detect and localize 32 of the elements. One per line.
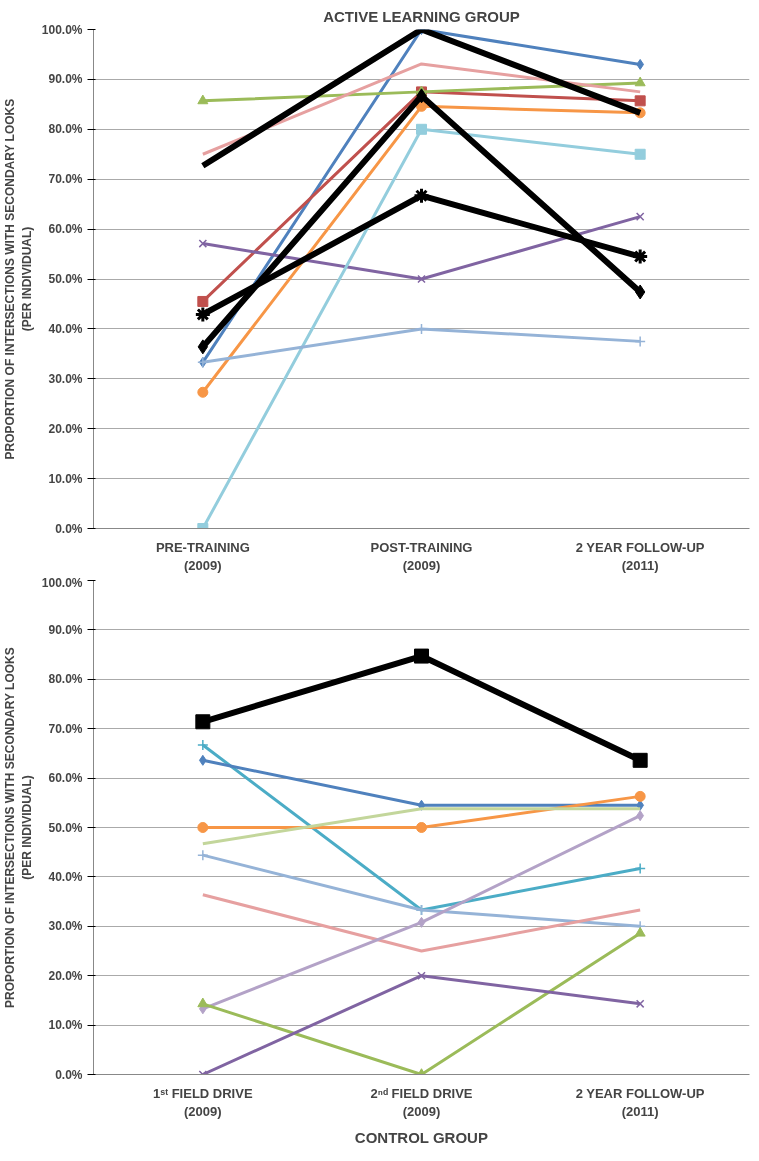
y-tick-label: 40.0%	[48, 869, 83, 884]
y-tick-label: 0.0%	[55, 521, 83, 536]
x-tick-label: 2ⁿᵈ FIELD DRIVE (2009)	[370, 1085, 473, 1119]
y-tick-label: 100.0%	[41, 22, 83, 37]
y-axis-title: PROPORTION OF INTERSECTIONS WITH SECONDARY LOOKS (PER INDIVIDUAL)	[3, 647, 34, 1008]
y-tick-label: 90.0%	[48, 622, 83, 637]
y-tick-label: 60.0%	[48, 222, 83, 237]
y-tick-label: 30.0%	[48, 919, 83, 934]
y-tick-label: 20.0%	[48, 421, 83, 436]
y-tick-label: 50.0%	[48, 820, 83, 835]
text: CONTROL GROUP	[354, 1128, 488, 1146]
y-tick-label: 20.0%	[48, 968, 83, 983]
y-tick-label: 10.0%	[48, 471, 83, 486]
y-tick-label: 60.0%	[48, 771, 83, 786]
y-tick-label: 80.0%	[48, 672, 83, 687]
y-tick-label: 100.0%	[41, 575, 83, 590]
y-tick-label: 30.0%	[48, 371, 83, 386]
y-tick-label: 50.0%	[48, 272, 83, 286]
x-tick-label: 2 YEAR FOLLOW-UP (2011)	[575, 1085, 705, 1119]
x-tick-label: PRE-TRAINING (2009)	[155, 539, 250, 573]
y-tick-label: 70.0%	[48, 721, 83, 736]
y-axis-title: PROPORTION OF INTERSECTIONS WITH SECONDARY LOOKS (PER INDIVIDUAL)	[3, 98, 34, 460]
x-tick-label: 1ˢᵗ FIELD DRIVE (2009)	[153, 1085, 253, 1119]
y-tick-label: 90.0%	[48, 72, 83, 87]
x-tick-label: 2 YEAR FOLLOW-UP (2011)	[575, 539, 705, 573]
x-tick-label: POST-TRAINING (2009)	[370, 539, 473, 573]
y-tick-label: 70.0%	[48, 172, 83, 187]
y-tick-label: 80.0%	[48, 122, 83, 137]
chart-title: ACTIVE LEARNING GROUP	[323, 7, 520, 25]
y-tick-label: 40.0%	[48, 321, 83, 336]
y-tick-label: 0.0%	[55, 1067, 83, 1082]
y-tick-label: 10.0%	[48, 1018, 83, 1033]
